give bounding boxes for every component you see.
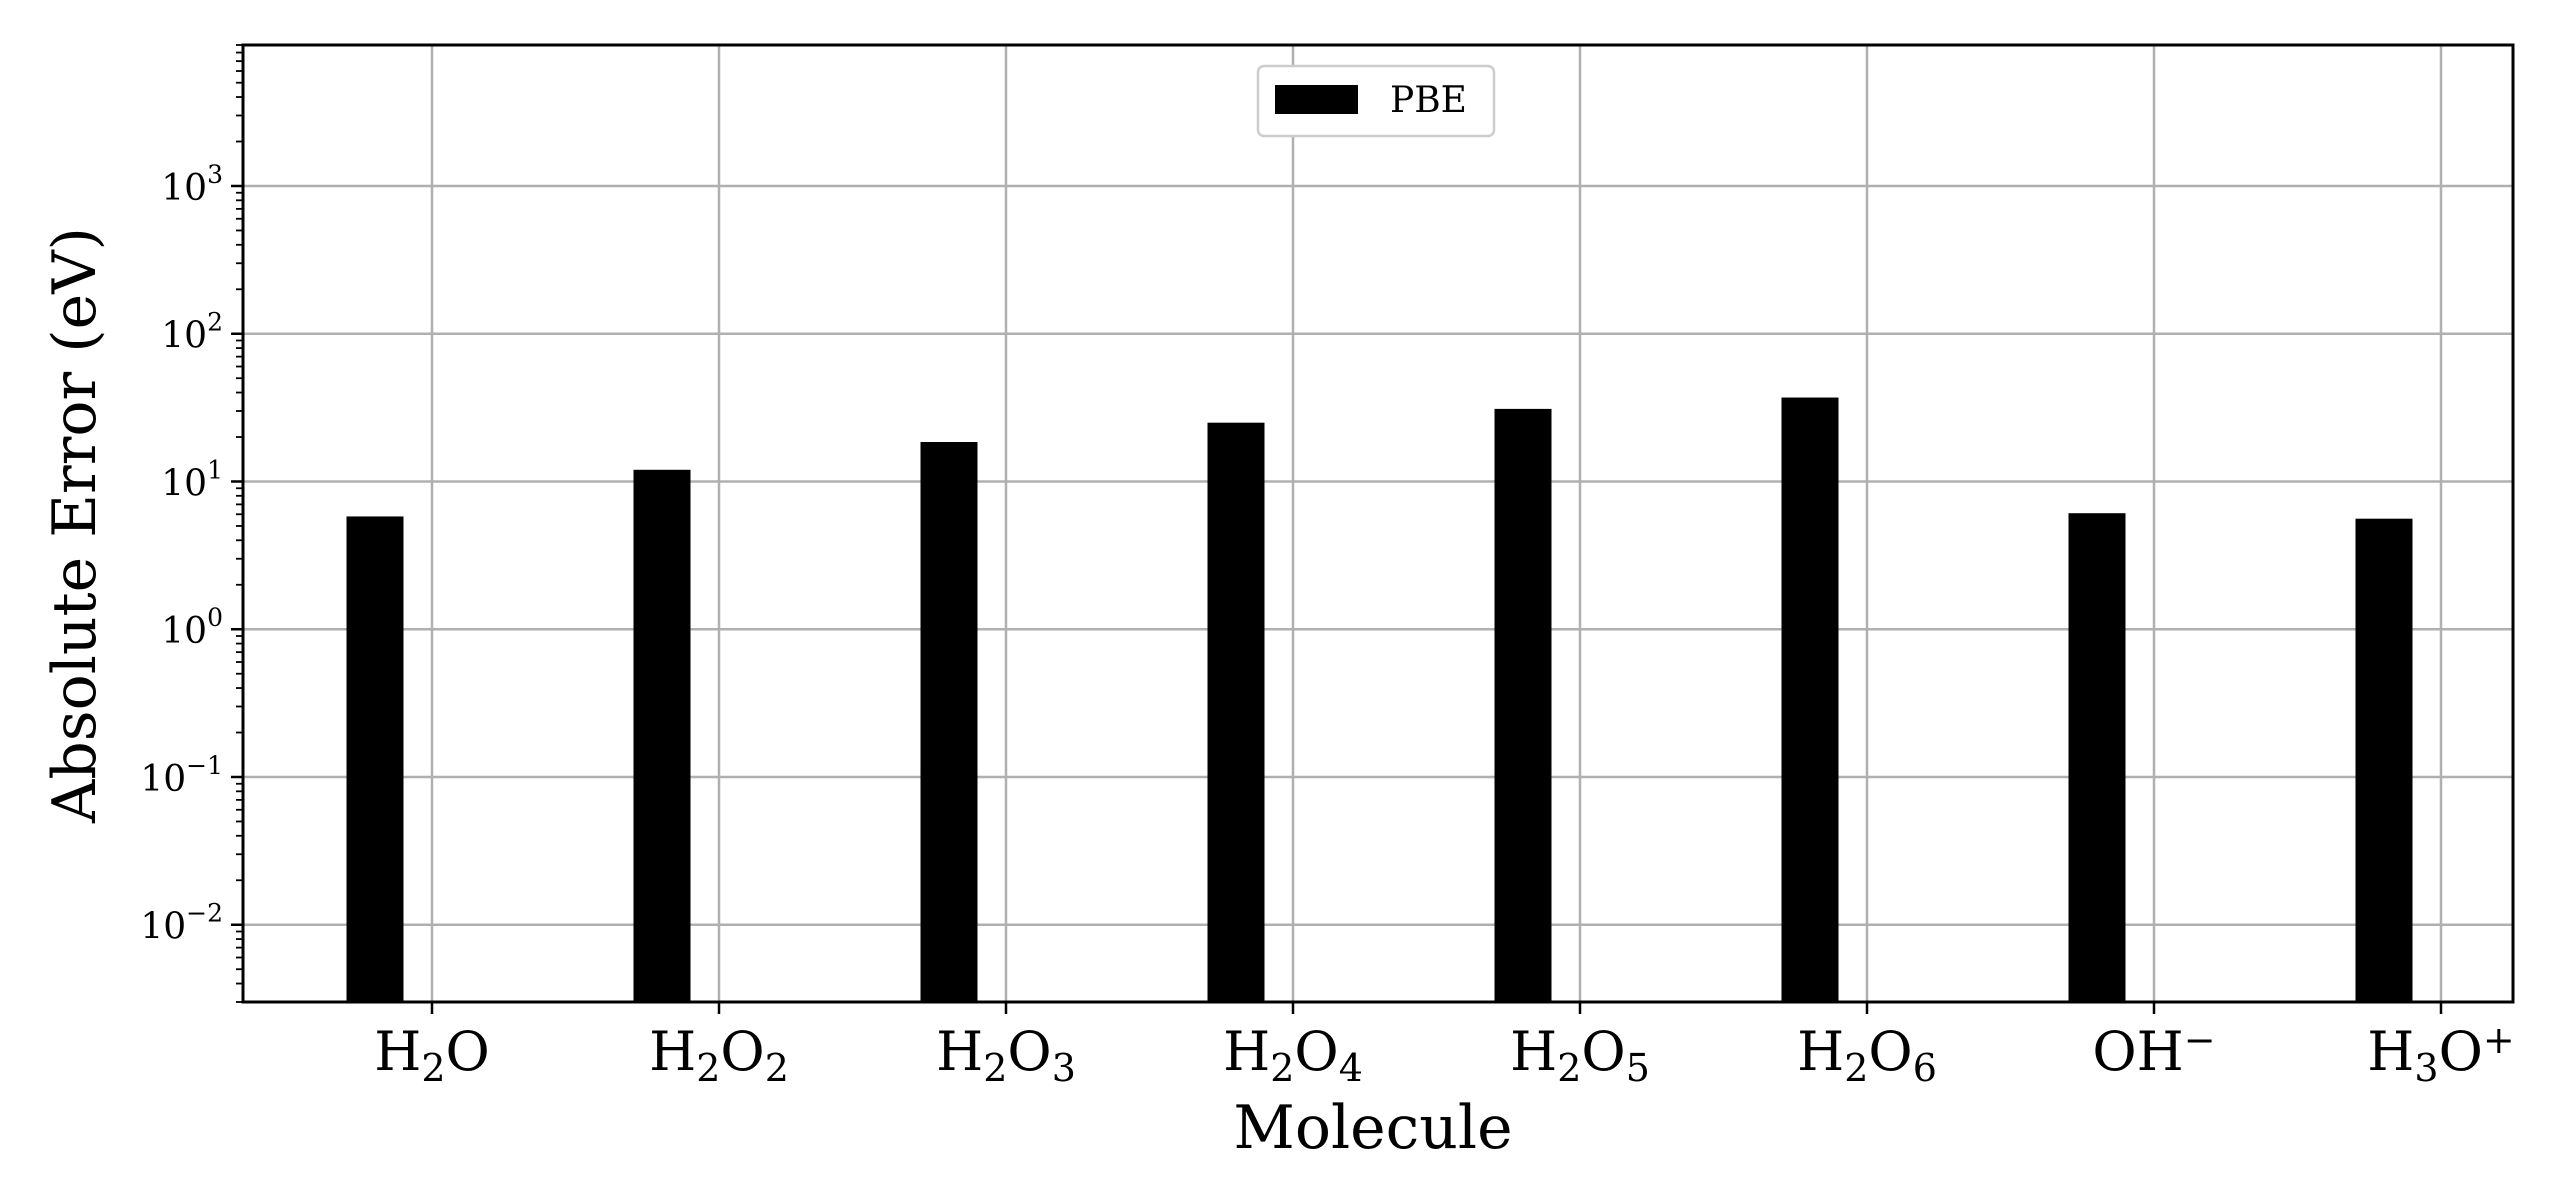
bar-pbe [2068,513,2126,1002]
legend: PBE [1256,64,1496,138]
grid-lines [243,45,2513,1002]
bar-pbe [1207,422,1265,1002]
bars [346,397,2413,1002]
bar-pbe [633,469,691,1002]
bar-pbe [920,442,978,1002]
x-tick-label: H2O4 [1223,1020,1363,1090]
x-tick-label: H3O+ [2367,1018,2514,1090]
legend-swatch-pbe [1275,85,1358,114]
bar-pbe [346,516,404,1002]
y-axis-label: Absolute Error (eV) [40,227,110,824]
bar-pbe [1781,397,1839,1002]
y-tick-label: 102 [161,308,223,357]
x-tick-label: H2O5 [1510,1020,1650,1090]
plot-area-frame [241,43,2515,1004]
y-tick-label: 100 [161,603,223,652]
tick-labels: H2O H2O2 H2O3 H2O4 H2O5 H2O6 OH− H3O+ 103 102 101 1… [140,160,2514,1090]
x-tick-label: OH− [2092,1018,2215,1083]
axis-ticks [231,44,2443,1014]
x-tick-label: H2O2 [649,1020,789,1090]
bar-pbe [2355,518,2413,1002]
x-axis-label: Molecule [1233,1093,1512,1163]
x-tick-label: H2O [374,1020,490,1090]
y-tick-label: 101 [161,455,223,504]
y-tick-label: 10−1 [140,751,223,800]
legend-frame [1256,64,1496,138]
x-tick-label: H2O3 [936,1020,1076,1090]
bar-pbe [1494,408,1552,1002]
y-tick-label: 103 [161,160,223,209]
legend-label-pbe: PBE [1390,80,1467,121]
x-tick-label: H2O6 [1797,1020,1937,1090]
y-tick-label: 10−2 [140,899,223,948]
